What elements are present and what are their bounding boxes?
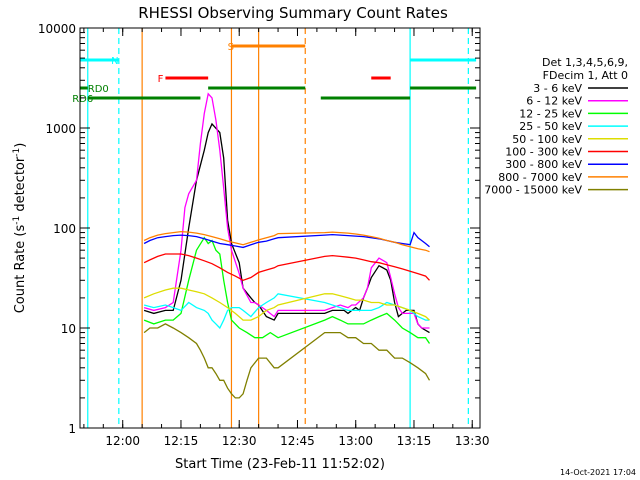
x-axis-label: Start Time (23-Feb-11 11:52:02): [175, 457, 385, 472]
y-tick-label-4: 10000: [38, 22, 76, 36]
flag-label-f: F: [158, 74, 164, 85]
x-tick-label-2: 12:30: [222, 434, 257, 448]
x-tick-label-6: 13:30: [455, 434, 490, 448]
series-line-8: [143, 323, 431, 399]
legend-header-line-2: FDecim 1, Att 0: [543, 69, 628, 82]
y-axis: 1 10 100 1000 10000: [38, 22, 480, 436]
flag-label-rd6: RD6: [72, 94, 93, 105]
y-tick-label-2: 100: [53, 222, 76, 236]
x-tick-label-5: 13:15: [397, 434, 432, 448]
legend-entry-8: 7000 - 15000 keV: [484, 184, 582, 197]
legend-header-line-1: Det 1,3,4,5,6,9,: [542, 56, 628, 69]
y-axis-label: Count Rate (s-1 detector-1): [12, 143, 28, 314]
legend-entry-2: 12 - 25 keV: [519, 107, 582, 120]
legend-entry-5: 100 - 300 keV: [505, 146, 582, 159]
legend-entry-4: 50 - 100 keV: [512, 133, 582, 146]
flag-label-s: S: [228, 42, 234, 53]
series-line-5: [143, 253, 430, 282]
y-tick-label-3: 1000: [45, 122, 76, 136]
series-line-4: [143, 287, 430, 321]
x-axis: 12:00 12:15 12:30 12:45 13:00 13:15 13:30: [83, 28, 490, 448]
x-tick-label-1: 12:15: [164, 434, 199, 448]
y-tick-label-1: 10: [61, 322, 76, 336]
legend-entry-7: 800 - 7000 keV: [498, 171, 582, 184]
legend: Det 1,3,4,5,6,9, FDecim 1, Att 0 3 - 6 k…: [484, 56, 628, 197]
legend-entry-3: 25 - 50 keV: [519, 120, 582, 133]
series-line-2: [143, 236, 431, 344]
series-line-7: [143, 230, 430, 253]
flag-label-n: N: [111, 56, 118, 67]
legend-entry-1: 6 - 12 keV: [526, 95, 582, 108]
series-line-0: [143, 122, 430, 334]
legend-entry-0: 3 - 6 keV: [533, 82, 582, 95]
y-tick-label-0: 1: [68, 422, 76, 436]
x-tick-label-4: 13:00: [338, 434, 373, 448]
x-tick-label-0: 12:00: [105, 434, 140, 448]
flag-label-rd0: RD0: [88, 84, 109, 95]
legend-entry-6: 300 - 800 keV: [505, 158, 582, 171]
series-line-3: [143, 293, 430, 330]
footer-date: 14-Oct-2021 17:04: [560, 468, 636, 477]
x-tick-label-3: 12:45: [280, 434, 315, 448]
series-line-1: [143, 92, 430, 329]
chart-title: RHESSI Observing Summary Count Rates: [138, 4, 448, 22]
